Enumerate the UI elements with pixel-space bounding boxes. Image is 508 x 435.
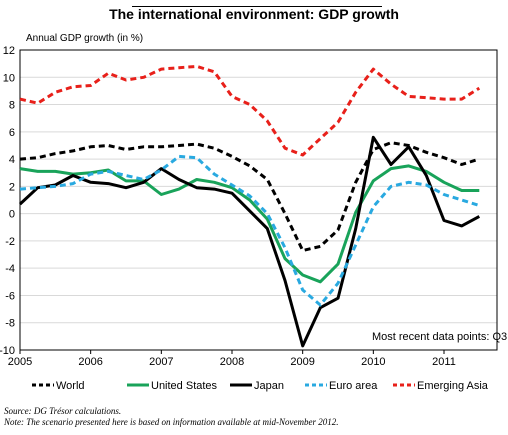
series-line	[19, 64, 481, 157]
legend-label: United States	[151, 380, 218, 392]
y-tick-label: 2	[9, 181, 15, 193]
y-tick-label: -10	[0, 345, 15, 357]
plot-frame	[19, 49, 498, 351]
y-tick-label: 12	[3, 45, 15, 57]
y-tick-label: 8	[9, 100, 15, 112]
y-tick-label: 10	[3, 72, 15, 84]
y-tick-label: 0	[9, 209, 15, 221]
y-axis-label: Annual GDP growth (in %)	[26, 33, 144, 44]
y-tick-label: 6	[9, 127, 15, 139]
chart-annotation: Most recent data points: Q3	[372, 331, 507, 343]
x-tick-label: 2005	[8, 356, 32, 368]
y-tick-label: -8	[5, 318, 15, 330]
note-footnote: Note: The scenario presented here is bas…	[4, 417, 339, 427]
x-tick-label: 2011	[432, 356, 456, 368]
title-rule	[132, 6, 382, 7]
series-line	[18, 135, 481, 348]
y-tick-label: -2	[5, 236, 15, 248]
x-tick-label: 2010	[361, 356, 385, 368]
y-tick-label: -4	[5, 263, 15, 275]
legend-label: Japan	[254, 380, 284, 392]
legend-label: Emerging Asia	[417, 380, 489, 392]
source-footnote: Source: DG Trésor calculations.	[4, 406, 122, 416]
x-tick-label: 2007	[149, 356, 173, 368]
series-line	[19, 154, 480, 307]
x-tick-label: 2006	[78, 356, 102, 368]
legend-label: World	[56, 380, 85, 392]
x-tick-label: 2008	[220, 356, 244, 368]
legend-label: Euro area	[329, 380, 378, 392]
chart-title: The international environment: GDP growt…	[109, 6, 399, 22]
y-tick-label: 4	[9, 154, 15, 166]
x-tick-label: 2009	[290, 356, 314, 368]
series-line	[19, 164, 480, 284]
y-tick-label: -6	[5, 290, 15, 302]
